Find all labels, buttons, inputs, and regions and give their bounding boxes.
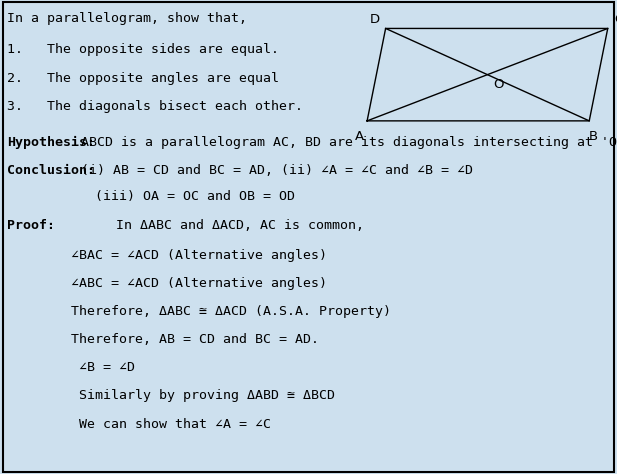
Text: 1.   The opposite sides are equal.: 1. The opposite sides are equal.	[7, 43, 280, 56]
Text: Hypothesis:: Hypothesis:	[7, 136, 96, 149]
Text: ∠ABC = ∠ACD (Alternative angles): ∠ABC = ∠ACD (Alternative angles)	[71, 277, 327, 290]
Text: 3.   The diagonals bisect each other.: 3. The diagonals bisect each other.	[7, 100, 304, 113]
Text: Therefore, ΔABC ≅ ΔACD (A.S.A. Property): Therefore, ΔABC ≅ ΔACD (A.S.A. Property)	[71, 305, 391, 319]
Text: ABCD is a parallelogram AC, BD are its diagonals intersecting at 'O'.: ABCD is a parallelogram AC, BD are its d…	[73, 136, 617, 149]
Text: Conclusion:: Conclusion:	[7, 164, 96, 177]
Text: Similarly by proving ΔABD ≅ ΔBCD: Similarly by proving ΔABD ≅ ΔBCD	[71, 389, 335, 402]
Text: B: B	[589, 130, 597, 143]
Text: Therefore, AB = CD and BC = AD.: Therefore, AB = CD and BC = AD.	[71, 333, 319, 346]
Text: In a parallelogram, show that,: In a parallelogram, show that,	[7, 12, 247, 26]
Text: D: D	[370, 13, 379, 26]
Text: ∠BAC = ∠ACD (Alternative angles): ∠BAC = ∠ACD (Alternative angles)	[71, 248, 327, 262]
Text: (iii) OA = OC and OB = OD: (iii) OA = OC and OB = OD	[7, 190, 296, 203]
Text: (i) AB = CD and BC = AD, (ii) ∠A = ∠C and ∠B = ∠D: (i) AB = CD and BC = AD, (ii) ∠A = ∠C an…	[73, 164, 473, 177]
Text: A: A	[355, 130, 364, 143]
Text: Proof:: Proof:	[7, 219, 56, 232]
Text: O: O	[494, 79, 504, 91]
Text: 2.   The opposite angles are equal: 2. The opposite angles are equal	[7, 72, 280, 85]
Text: In ΔABC and ΔACD, AC is common,: In ΔABC and ΔACD, AC is common,	[44, 219, 365, 232]
Text: ∠B = ∠D: ∠B = ∠D	[71, 361, 135, 374]
Text: C: C	[614, 13, 617, 26]
Text: We can show that ∠A = ∠C: We can show that ∠A = ∠C	[71, 418, 271, 431]
